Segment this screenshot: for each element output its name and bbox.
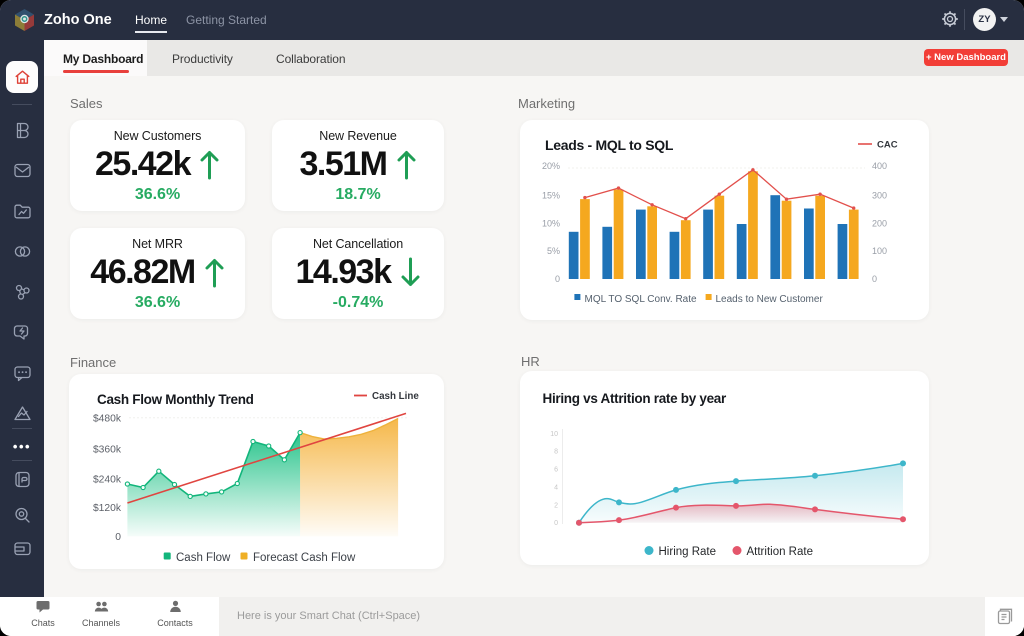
svg-text:0: 0 [554,520,558,527]
svg-text:Leads to New Customer: Leads to New Customer [716,294,824,305]
svg-text:$120k: $120k [93,503,122,514]
svg-text:$480k: $480k [93,414,122,425]
svg-text:200: 200 [872,219,887,229]
svg-text:0: 0 [555,274,560,284]
svg-text:10%: 10% [542,219,560,229]
svg-text:Hiring Rate: Hiring Rate [659,546,717,558]
svg-text:0: 0 [872,274,877,284]
svg-text:CAC: CAC [877,140,898,151]
svg-text:20%: 20% [542,161,560,171]
svg-text:Cash Line: Cash Line [372,391,419,402]
svg-text:Cash Flow: Cash Flow [176,552,231,564]
svg-text:0: 0 [115,532,121,543]
svg-text:6: 6 [554,467,558,474]
svg-text:100: 100 [872,246,887,256]
svg-text:MQL TO SQL Conv. Rate: MQL TO SQL Conv. Rate [585,294,698,305]
svg-text:$360k: $360k [93,445,122,456]
svg-text:Leads - MQL to SQL: Leads - MQL to SQL [545,137,674,153]
svg-text:300: 300 [872,191,887,201]
svg-text:Forecast Cash Flow: Forecast Cash Flow [253,552,356,564]
svg-text:5%: 5% [547,246,560,256]
svg-text:Attrition Rate: Attrition Rate [747,546,813,558]
svg-text:2: 2 [554,502,558,509]
svg-text:Cash Flow Monthly Trend: Cash Flow Monthly Trend [97,392,254,407]
svg-text:15%: 15% [542,191,560,201]
svg-text:10: 10 [550,431,558,438]
svg-text:8: 8 [554,449,558,456]
svg-text:400: 400 [872,161,887,171]
svg-text:Hiring vs Attrition rate by ye: Hiring vs Attrition rate by year [543,391,727,406]
svg-text:$240k: $240k [93,475,122,486]
svg-text:4: 4 [554,485,558,492]
